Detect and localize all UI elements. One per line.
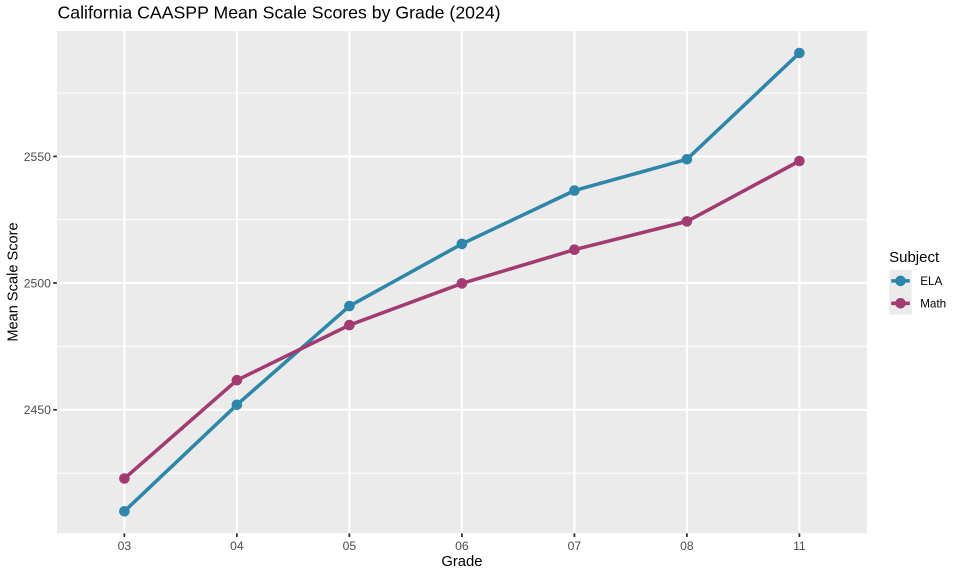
- svg-text:Grade: Grade: [441, 554, 482, 570]
- svg-text:06: 06: [455, 539, 469, 553]
- svg-text:05: 05: [343, 539, 357, 553]
- svg-text:03: 03: [118, 539, 132, 553]
- svg-text:California CAASPP Mean Scale S: California CAASPP Mean Scale Scores by G…: [58, 3, 501, 23]
- svg-text:07: 07: [568, 539, 582, 553]
- svg-text:Subject: Subject: [889, 249, 940, 266]
- svg-text:2450: 2450: [24, 403, 51, 417]
- svg-text:08: 08: [680, 539, 694, 553]
- svg-text:ELA: ELA: [920, 275, 942, 288]
- svg-text:2500: 2500: [24, 276, 51, 290]
- svg-text:11: 11: [793, 539, 806, 553]
- svg-text:04: 04: [230, 539, 244, 553]
- svg-text:Mean Scale Score: Mean Scale Score: [6, 222, 22, 341]
- svg-text:Math: Math: [920, 298, 946, 311]
- svg-text:2550: 2550: [24, 150, 51, 164]
